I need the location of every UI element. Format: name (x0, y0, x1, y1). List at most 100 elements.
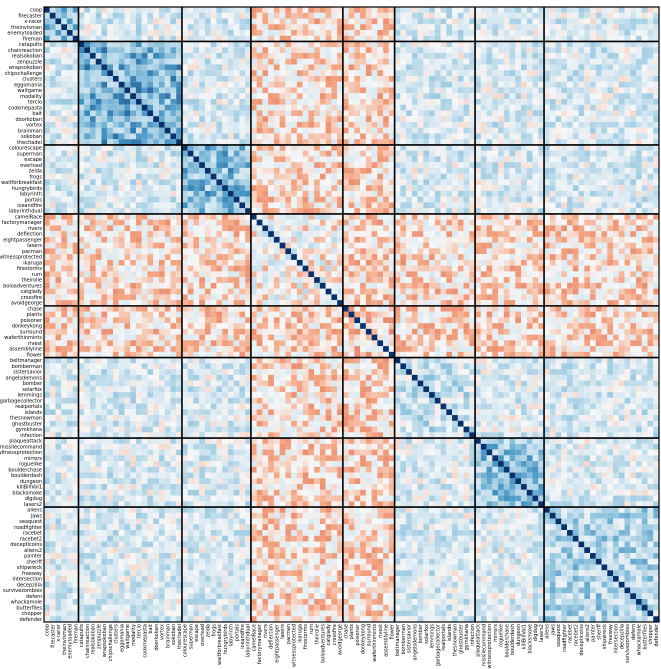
heatmap-cell (348, 162, 355, 168)
heatmap-cell (475, 242, 481, 249)
heatmap-cell (434, 64, 441, 71)
heatmap-cell (400, 144, 407, 151)
heatmap-cell (210, 7, 217, 13)
heatmap-cell (153, 127, 160, 134)
heatmap-cell (475, 116, 481, 123)
heatmap-cell (216, 265, 223, 272)
heatmap-cell (624, 104, 631, 111)
heatmap-cell (239, 150, 246, 157)
heatmap-cell (475, 144, 481, 151)
heatmap-cell (434, 75, 441, 82)
heatmap-cell (302, 116, 309, 123)
heatmap-cell (446, 208, 453, 214)
heatmap-cell (268, 116, 274, 123)
heatmap-cell (130, 47, 137, 54)
heatmap-cell (584, 98, 591, 105)
heatmap-cell (567, 202, 573, 209)
heatmap-cell (199, 225, 205, 232)
heatmap-cell (302, 24, 309, 31)
heatmap-cell (164, 18, 171, 25)
heatmap-cell (446, 93, 453, 100)
heatmap-cell (268, 70, 274, 77)
heatmap-cell (66, 98, 73, 105)
heatmap-cell (342, 29, 349, 36)
heatmap-cell (429, 81, 435, 88)
heatmap-cell (544, 219, 550, 226)
heatmap-cell (653, 127, 660, 134)
heatmap-cell (49, 64, 56, 71)
heatmap-cell (308, 52, 315, 59)
heatmap-cell (526, 98, 533, 105)
heatmap-cell (595, 70, 602, 77)
heatmap-cell (210, 196, 217, 203)
heatmap-cell (509, 242, 516, 249)
heatmap-cell (653, 64, 660, 71)
heatmap-cell (124, 81, 131, 88)
heatmap-cell (567, 110, 573, 117)
heatmap-cell (400, 271, 407, 278)
heatmap-cell (354, 219, 361, 226)
heatmap-cell (331, 70, 338, 77)
heatmap-cell (250, 133, 257, 140)
heatmap-cell (89, 236, 96, 243)
heatmap-cell (118, 41, 125, 48)
heatmap-cell (49, 167, 56, 174)
heatmap-cell (400, 12, 407, 19)
heatmap-cell (256, 213, 263, 220)
heatmap-cell (262, 121, 269, 128)
heatmap-cell (61, 12, 68, 19)
heatmap-cell (331, 167, 338, 174)
heatmap-cell (348, 225, 355, 232)
heatmap-cell (331, 24, 338, 31)
heatmap-cell (308, 144, 315, 151)
heatmap-cell (72, 225, 79, 232)
heatmap-cell (199, 12, 205, 19)
heatmap-cell (538, 196, 545, 203)
heatmap-cell (89, 52, 96, 59)
heatmap-cell (383, 231, 389, 237)
heatmap-cell (216, 248, 223, 255)
heatmap-cell (239, 127, 246, 134)
heatmap-cell (618, 179, 625, 186)
heatmap-cell (245, 58, 251, 65)
heatmap-cell (250, 202, 257, 209)
heatmap-cell (532, 24, 539, 31)
heatmap-cell (492, 202, 499, 209)
heatmap-cell (452, 52, 458, 59)
heatmap-cell (641, 47, 648, 54)
heatmap-cell (641, 265, 648, 272)
heatmap-cell (618, 173, 625, 180)
heatmap-cell (532, 173, 539, 180)
heatmap-cell (308, 58, 315, 65)
heatmap-cell (302, 173, 309, 180)
heatmap-cell (95, 225, 102, 232)
heatmap-cell (624, 173, 631, 180)
heatmap-cell (417, 18, 424, 25)
heatmap-cell (590, 150, 596, 157)
heatmap-cell (112, 156, 119, 163)
heatmap-cell (118, 259, 125, 266)
heatmap-cell (227, 185, 234, 191)
heatmap-cell (204, 139, 211, 145)
heatmap-cell (641, 52, 648, 59)
heatmap-cell (44, 104, 50, 111)
heatmap-cell (89, 179, 96, 186)
heatmap-cell (647, 265, 654, 272)
heatmap-cell (72, 47, 79, 54)
heatmap-cell (342, 248, 349, 255)
heatmap-cell (319, 259, 326, 266)
heatmap-cell (555, 110, 562, 117)
heatmap-cell (595, 47, 602, 54)
heatmap-cell (66, 150, 73, 157)
heatmap-cell (239, 173, 246, 180)
heatmap-cell (509, 29, 516, 36)
heatmap-cell (181, 219, 188, 226)
heatmap-cell (411, 173, 418, 180)
heatmap-cell (601, 265, 608, 272)
heatmap-cell (371, 185, 378, 191)
heatmap-cell (486, 52, 493, 59)
heatmap-cell (480, 58, 487, 65)
heatmap-cell (388, 64, 395, 71)
heatmap-cell (325, 150, 332, 157)
heatmap-cell (199, 18, 205, 25)
